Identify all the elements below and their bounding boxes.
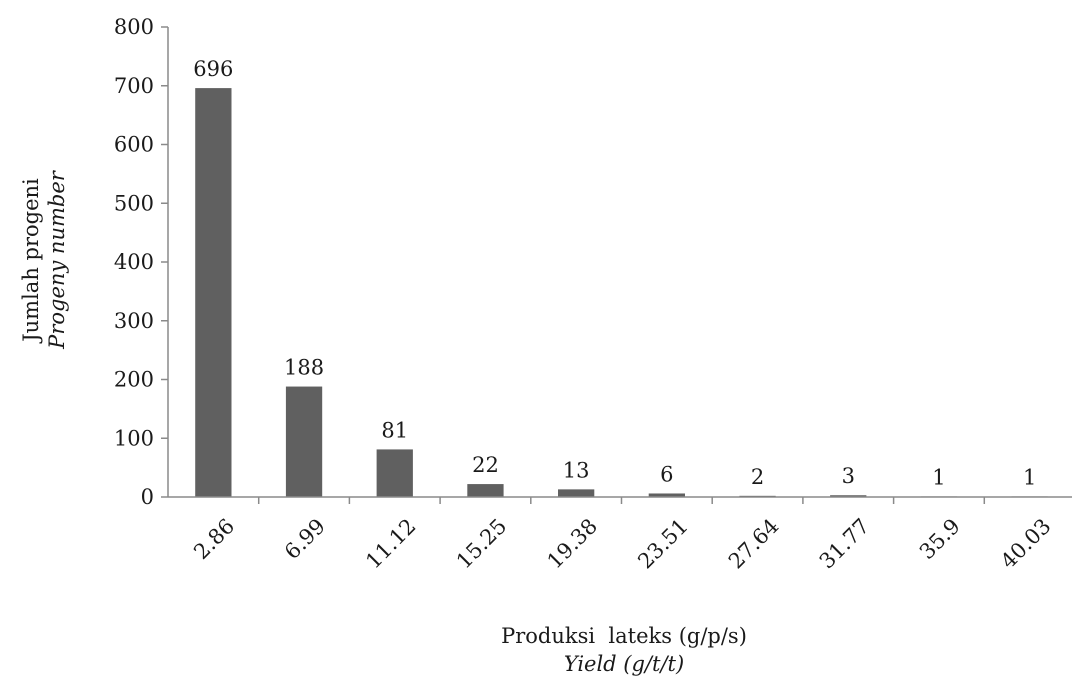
bar (558, 489, 595, 497)
y-tick-label: 300 (114, 309, 154, 333)
data-label: 81 (381, 418, 408, 442)
x-tick-label: 31.77 (815, 514, 874, 573)
data-label: 188 (284, 356, 324, 380)
data-label: 1 (932, 465, 945, 489)
bar (285, 386, 323, 497)
bar (376, 449, 413, 497)
y-tick-label: 400 (114, 250, 154, 274)
x-axis-title-secondary: Yield (g/t/t) (564, 652, 684, 676)
y-axis-title: Jumlah progeni (19, 178, 43, 344)
data-label: 6 (660, 462, 673, 486)
x-axis-title: Produksi lateks (g/p/s) (501, 624, 747, 648)
y-axis-title-secondary: Progeny number (45, 169, 69, 350)
x-tick-label: 6.99 (280, 514, 330, 564)
y-tick-label: 500 (114, 191, 154, 215)
x-tick-label: 15.25 (452, 514, 511, 573)
bars (195, 88, 1048, 498)
data-label: 2 (751, 465, 764, 489)
x-tick-label: 2.86 (189, 514, 239, 564)
data-label: 696 (193, 57, 233, 81)
x-tick-label: 27.64 (724, 514, 783, 573)
x-axis-ticks: 2.86 6.99 11.12 15.25 19.38 23.51 27.64 31.77 35… (189, 497, 1056, 573)
x-tick-label: 35.9 (915, 514, 965, 564)
y-tick-label: 600 (114, 133, 154, 157)
y-tick-label: 700 (114, 74, 154, 98)
data-label: 3 (842, 464, 855, 488)
x-tick-label: 40.03 (996, 514, 1055, 573)
bar (195, 88, 232, 497)
x-tick-label: 19.38 (543, 514, 602, 573)
x-tick-label: 23.51 (633, 514, 692, 573)
data-label: 22 (472, 453, 499, 477)
y-axis-ticks: 0 100 200 300 400 500 600 700 800 (114, 15, 168, 509)
y-tick-label: 100 (114, 426, 154, 450)
y-tick-label: 0 (141, 485, 154, 509)
data-label: 13 (563, 458, 590, 482)
bar (830, 495, 867, 497)
bar (648, 493, 685, 497)
bar (467, 484, 504, 497)
x-tick-label: 11.12 (361, 514, 420, 573)
y-tick-label: 200 (114, 368, 154, 392)
y-tick-label: 800 (114, 15, 154, 39)
data-labels: 696 188 81 22 13 6 2 3 1 1 (193, 57, 1036, 489)
data-label: 1 (1023, 465, 1036, 489)
